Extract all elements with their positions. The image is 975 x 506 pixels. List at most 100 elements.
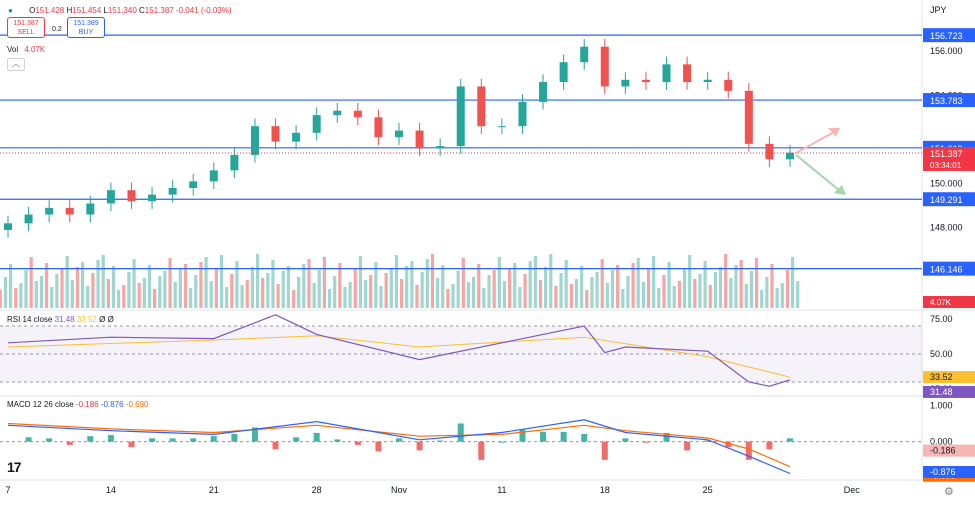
volume-bar <box>729 278 733 308</box>
macd-histogram-bar <box>766 441 773 450</box>
macd-histogram-bar <box>642 441 649 443</box>
volume-bar <box>641 282 645 308</box>
volume-bar <box>111 266 116 308</box>
volume-bar <box>399 279 404 308</box>
volume-bar <box>363 280 368 308</box>
macd-badge-label: -0.876 <box>930 467 956 477</box>
volume-bar <box>358 256 363 308</box>
candle-body <box>45 207 54 215</box>
rsi-ma-value: 33.52 <box>76 315 97 324</box>
volume-bar <box>353 269 357 308</box>
volume-bar <box>574 279 579 308</box>
volume-bar <box>147 265 152 308</box>
macd-histogram-bar <box>375 441 382 452</box>
volume-bar <box>580 266 584 308</box>
level-price-badge <box>923 261 975 276</box>
price-tick-label: 148.000 <box>930 223 963 233</box>
level-price-label: 156.723 <box>930 31 963 41</box>
macd-hist-value: -0.186 <box>75 400 99 409</box>
volume-bar <box>80 262 85 308</box>
candle-body <box>559 62 568 83</box>
rsi-badge-label: 31.48 <box>930 387 953 397</box>
volume-bar <box>132 259 136 308</box>
volume-bar <box>775 288 779 308</box>
volume-bar <box>616 265 620 308</box>
bearish-arrow <box>795 154 841 192</box>
volume-bar <box>528 261 532 308</box>
rsi-legend: RSI 14 close 31.48 33.52 Ø Ø <box>7 315 114 324</box>
currency-label: JPY <box>930 5 947 15</box>
ohlc-close: 151.387 <box>144 6 174 15</box>
buy-button[interactable]: 151.389 BUY <box>67 17 105 38</box>
candle-body <box>724 79 733 91</box>
tradingview-logo-icon[interactable]: 17 <box>7 459 22 475</box>
candle-body <box>518 101 527 127</box>
time-axis-label: Nov <box>391 485 408 495</box>
macd-badge <box>923 466 975 478</box>
sell-button[interactable]: 151.387 SELL <box>7 17 45 38</box>
volume-bar <box>744 284 748 308</box>
time-axis-label: Dec <box>844 485 861 495</box>
volume-bar <box>497 257 501 308</box>
volume-bar <box>693 279 697 308</box>
volume-bar <box>14 288 18 308</box>
volume-bar <box>466 282 471 308</box>
volume-bar <box>209 281 213 308</box>
volume-bar <box>19 283 23 308</box>
volume-bar <box>168 258 172 308</box>
volume-bar <box>621 289 625 308</box>
macd-histogram-bar <box>25 437 32 442</box>
macd-line-value: -0.876 <box>100 400 124 409</box>
macd-legend: MACD 12 26 close -0.186 -0.876 -0.690 <box>7 400 148 409</box>
volume-bar <box>189 288 193 308</box>
volume-bar <box>214 268 218 308</box>
volume-bar <box>688 255 692 308</box>
volume-bar <box>158 276 162 308</box>
volume-bar <box>724 254 728 308</box>
volume-bar <box>250 267 254 308</box>
volume-bar <box>420 272 424 308</box>
volume-legend: Vol 4.07K <box>7 45 45 54</box>
volume-bar <box>44 263 49 308</box>
volume-bar <box>760 290 764 308</box>
rsi-extra: Ø Ø <box>99 315 114 324</box>
volume-bar <box>50 287 54 308</box>
volume-bar <box>502 281 507 308</box>
volume-badge-label: 4.07K <box>930 298 952 307</box>
time-axis-label: 25 <box>703 485 713 495</box>
volume-bar <box>698 274 702 308</box>
candle-body <box>683 64 692 83</box>
volume-bar <box>790 257 795 308</box>
macd-histogram-bar <box>540 431 547 442</box>
volume-bar <box>0 290 2 308</box>
macd-histogram-bar <box>725 441 732 448</box>
volume-bar <box>343 287 347 308</box>
macd-histogram-bar <box>251 427 258 442</box>
macd-histogram-bar <box>231 434 238 442</box>
volume-bar <box>286 266 290 308</box>
bar-countdown-label: 03:34:01 <box>930 161 962 170</box>
macd-histogram-bar <box>457 423 464 442</box>
ohlc-high: 151.454 <box>72 6 102 15</box>
volume-bar <box>585 290 589 308</box>
volume-bar <box>384 273 388 308</box>
rsi-ma-line <box>7 335 791 378</box>
time-axis-label: 18 <box>600 485 610 495</box>
volume-bar <box>230 274 234 308</box>
chevron-up-icon[interactable]: ︿ <box>7 58 25 71</box>
volume-bar <box>142 278 146 308</box>
gear-icon[interactable]: ⚙ <box>944 486 954 498</box>
volume-bar <box>297 277 301 308</box>
volume-bar <box>91 273 95 308</box>
volume-bar <box>70 280 74 308</box>
candle-body <box>148 194 157 202</box>
macd-histogram-bar <box>498 441 505 443</box>
macd-histogram-bar <box>396 438 402 442</box>
volume-bar <box>39 276 44 308</box>
volume-bar <box>379 286 383 308</box>
volume-bar <box>106 279 110 308</box>
volume-bar <box>333 276 337 308</box>
candle-body <box>333 110 342 116</box>
volume-bar <box>662 275 666 308</box>
